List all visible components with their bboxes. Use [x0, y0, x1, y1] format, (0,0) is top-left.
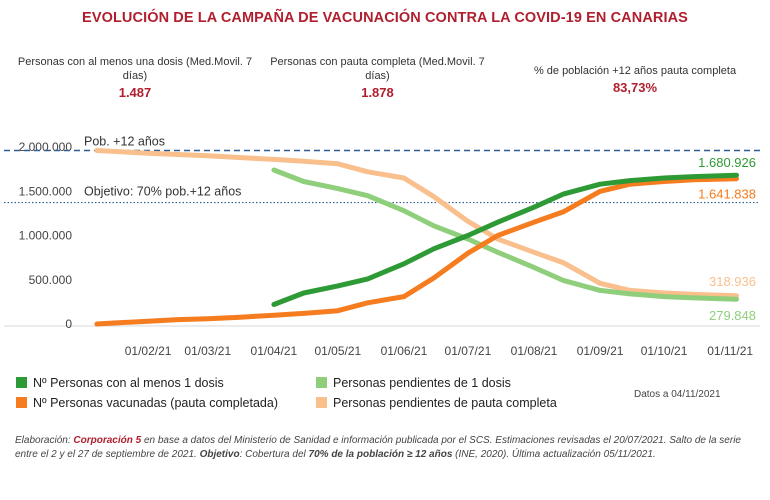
legend-item-full-schedule: Nº Personas vacunadas (pauta completada) [16, 396, 278, 410]
end-label-first-dose: 1.680.926 [698, 155, 756, 170]
legend-swatch-light-orange [316, 397, 327, 408]
x-tick-label: 01/06/21 [381, 344, 428, 358]
series-line-pending-full [94, 148, 739, 299]
x-tick-label: 01/10/21 [641, 344, 688, 358]
chart-title: EVOLUCIÓN DE LA CAMPAÑA DE VACUNACIÓN CO… [82, 10, 688, 26]
legend-item-pending-first: Personas pendientes de 1 dosis [316, 376, 511, 390]
x-tick-label: 01/07/21 [445, 344, 492, 358]
x-tick-label: 01/04/21 [251, 344, 298, 358]
footnote-lead: Elaboración: [15, 435, 74, 446]
legend-item-first-dose: Nº Personas con al menos 1 dosis [16, 376, 224, 390]
kpi-full-schedule-value: 1.878 [361, 85, 394, 100]
series-line-first-dose [271, 172, 739, 307]
legend-swatch-dark-green [16, 377, 27, 388]
x-tick-label: 01/08/21 [511, 344, 558, 358]
x-tick-label: 01/02/21 [125, 344, 172, 358]
y-tick-label: 0 [65, 317, 72, 331]
reference-label-objective: Objetivo: 70% pob.+12 años [84, 185, 241, 199]
data-date: Datos a 04/11/2021 [634, 389, 721, 400]
legend-label: Nº Personas vacunadas (pauta completada) [33, 396, 278, 410]
kpi-percent-population: % de población +12 años pauta completa 8… [515, 64, 755, 95]
x-tick-label: 01/11/21 [707, 344, 753, 358]
kpi-full-schedule-label: Personas con pauta completa (Med.Movil. … [270, 56, 485, 82]
source-footnote: Elaboración: Corporación 5 en base a dat… [15, 434, 760, 461]
legend-label: Personas pendientes de pauta completa [333, 396, 557, 410]
x-tick-label: 01/09/21 [577, 344, 624, 358]
series-line-full-schedule [94, 176, 739, 327]
footnote-text: (INE, 2020). Última actualización 05/11/… [452, 448, 656, 460]
legend-item-pending-full: Personas pendientes de pauta completa [316, 396, 557, 410]
end-label-pending-full: 318.936 [709, 274, 756, 289]
legend-label: Nº Personas con al menos 1 dosis [33, 376, 224, 390]
y-tick-label: 2.000.000 [19, 140, 73, 154]
x-tick-label: 01/05/21 [314, 344, 361, 358]
kpi-full-schedule: Personas con pauta completa (Med.Movil. … [265, 55, 490, 100]
y-tick-label: 1.000.000 [19, 229, 73, 243]
y-tick-label: 1.500.000 [19, 184, 73, 198]
kpi-first-dose: Personas con al menos una dosis (Med.Mov… [10, 55, 260, 100]
y-tick-label: 500.000 [29, 273, 73, 287]
footnote-text: : Cobertura del [239, 448, 309, 460]
series-line-pending-first [271, 167, 739, 302]
kpi-first-dose-label: Personas con al menos una dosis (Med.Mov… [17, 56, 253, 82]
kpi-percent-label: % de población +12 años pauta completa [533, 65, 737, 77]
end-label-full-schedule: 1.641.838 [698, 187, 756, 202]
reference-label-population: Pob. +12 años [84, 135, 165, 149]
legend-swatch-light-green [316, 377, 327, 388]
footnote-text: en base a datos del Ministerio de Sanida… [15, 435, 741, 460]
footnote-bold: Objetivo [199, 448, 240, 460]
x-tick-label: 01/03/21 [184, 344, 231, 358]
footnote-organization: Corporación 5 [73, 435, 142, 446]
kpi-percent-value: 83,73% [612, 80, 658, 95]
legend-swatch-orange [16, 397, 27, 408]
kpi-first-dose-value: 1.487 [118, 85, 152, 100]
footnote-bold: 70% de la población ≥ 12 años [308, 448, 453, 460]
vaccination-line-chart: 0 500.000 1.000.000 1.500.000 2.000.000 01/02… [4, 135, 760, 358]
end-label-pending-first: 279.848 [709, 308, 756, 323]
legend-label: Personas pendientes de 1 dosis [333, 376, 511, 390]
